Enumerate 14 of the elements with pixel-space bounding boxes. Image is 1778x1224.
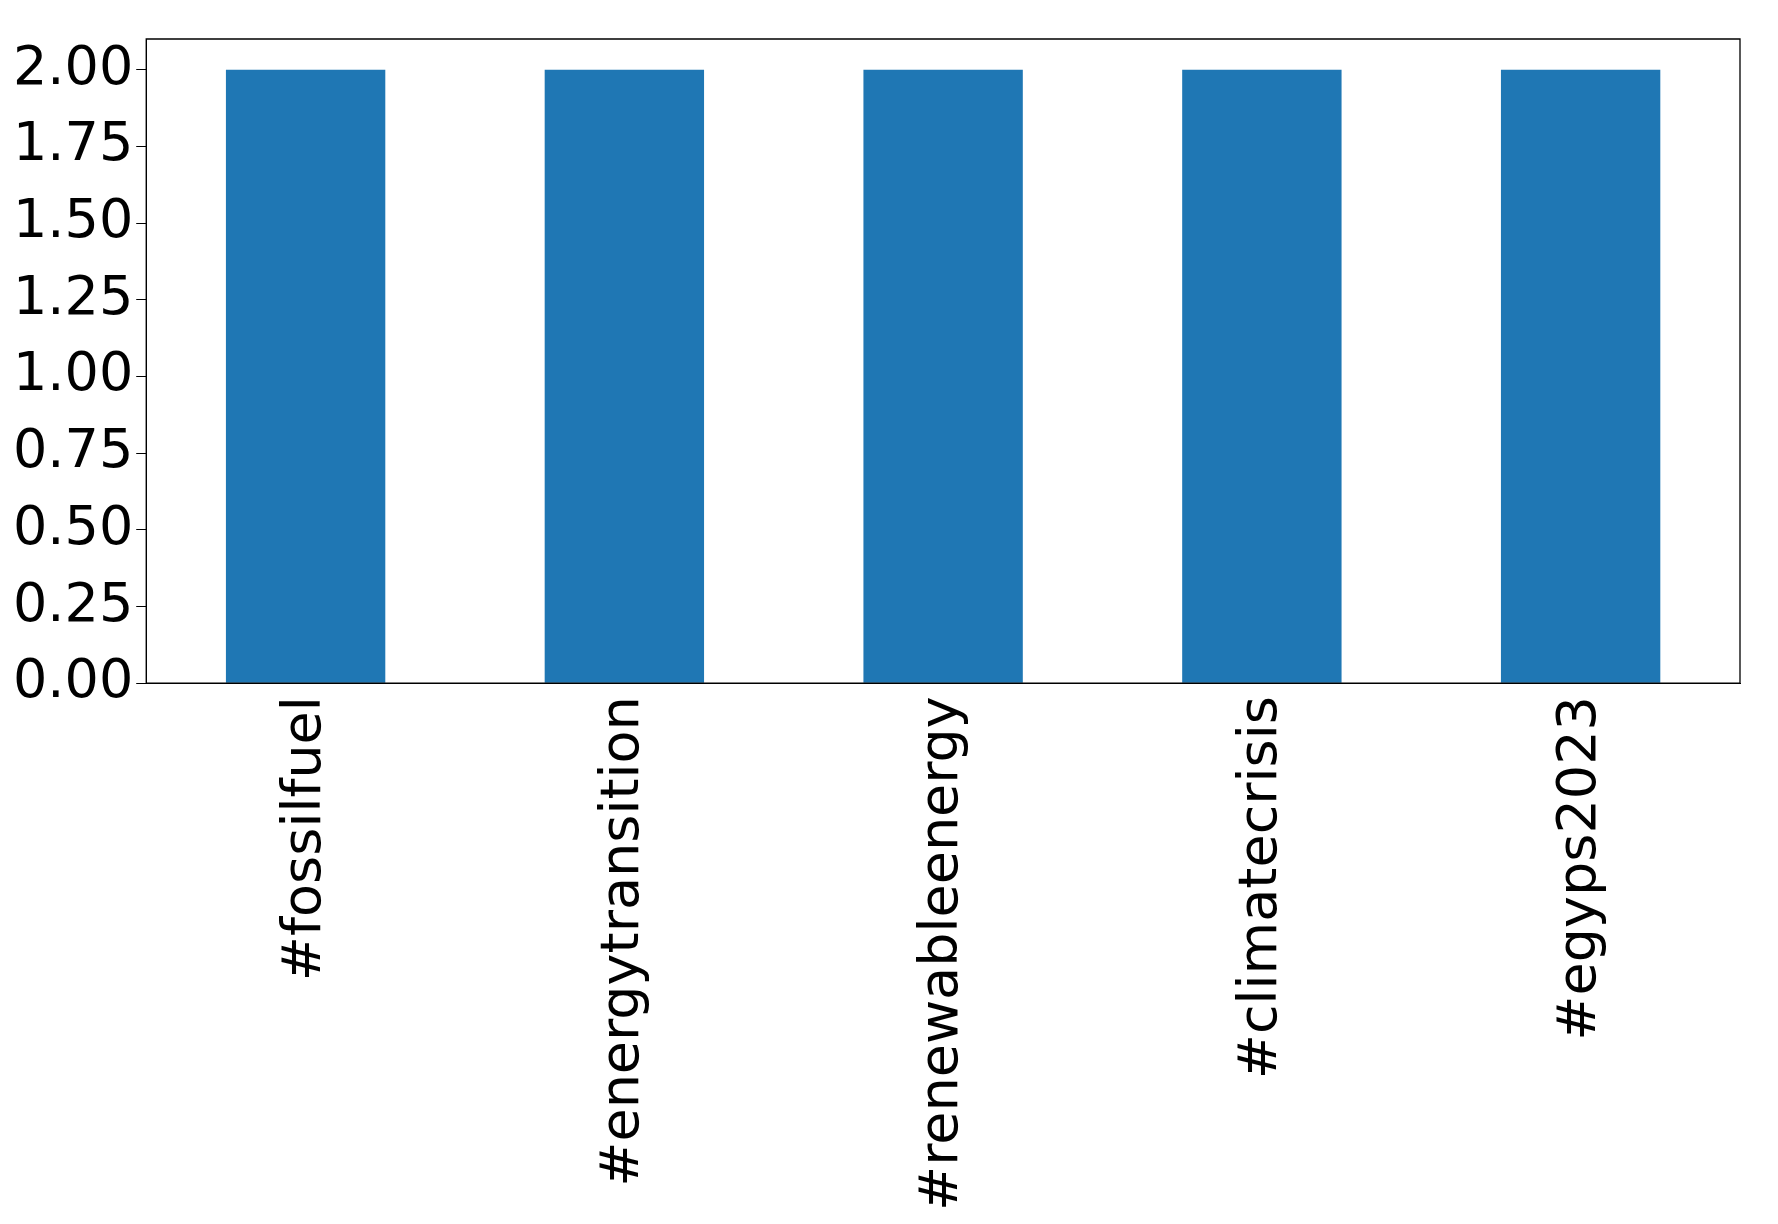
y-tick-label: 0.75: [13, 417, 134, 481]
y-tick-label: 0.25: [13, 570, 134, 634]
x-tick-label: #energytransition: [588, 696, 652, 1187]
x-tick-label: #egyps2023: [1544, 696, 1608, 1041]
y-tick-label: 1.50: [13, 187, 134, 251]
x-tick-label: #climatecrisis: [1225, 696, 1289, 1080]
x-tick-label: #fossilfuel: [269, 696, 333, 982]
y-tick-label: 2.00: [13, 33, 134, 97]
y-tick-label: 0.50: [13, 493, 134, 557]
y-tick-label: 1.00: [13, 340, 134, 404]
x-tick-label: #renewableenergy: [907, 696, 971, 1212]
y-tick-label: 1.75: [13, 110, 134, 174]
y-tick-label: 1.25: [13, 263, 134, 327]
y-tick-label: 0.00: [13, 647, 134, 711]
